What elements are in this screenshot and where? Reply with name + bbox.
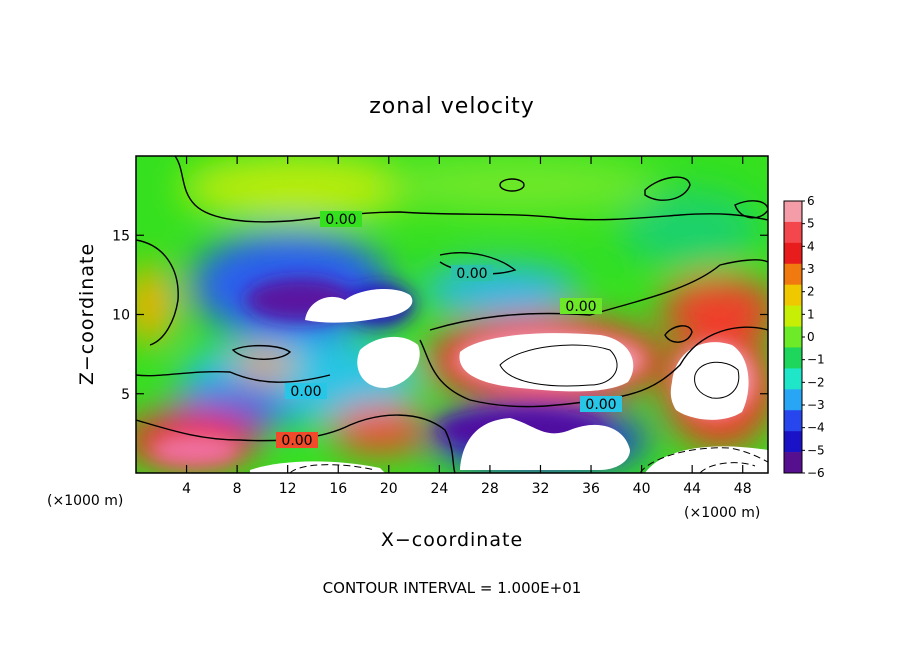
colorbar-swatch [784, 263, 802, 285]
colorbar-label: −1 [807, 353, 825, 367]
colorbar-swatch [784, 201, 802, 223]
colorbar-label: 6 [807, 194, 815, 208]
contour-labels: 0.00 0.00 0.00 0.00 0.00 0.00 [276, 211, 622, 449]
colorbar-label: −4 [807, 421, 825, 435]
colorbar-label: 3 [807, 262, 815, 276]
x-unit-left: (×1000 m) [47, 493, 123, 509]
x-tick-label: 8 [233, 481, 242, 497]
colorbar-label: −3 [807, 398, 825, 412]
colorbar-swatch [784, 242, 802, 265]
x-unit-right: (×1000 m) [684, 505, 760, 521]
x-tick-label: 4 [182, 481, 191, 497]
colorbar-label: 4 [807, 239, 815, 253]
y-tick-label: 15 [112, 228, 130, 244]
contour-zero-upper [174, 156, 768, 223]
contour-label: 0.00 [585, 397, 616, 413]
colorbar-label: −6 [807, 466, 825, 480]
colorbar-label: 5 [807, 217, 815, 231]
contour-label: 0.00 [565, 299, 596, 315]
colorbar-label: −5 [807, 443, 825, 457]
contour-label-bg [580, 396, 622, 412]
contour-label-bg [320, 211, 362, 227]
contour-lines [136, 156, 768, 473]
x-tick-label: 12 [279, 481, 297, 497]
contour-label-bg [285, 383, 327, 399]
y-tick-label: 10 [112, 308, 130, 324]
colorbar: 6 5 4 3 2 1 0 −1 −2 −3 −4 −5 −6 [783, 194, 825, 480]
x-tick-label: 24 [430, 481, 448, 497]
contour-label: 0.00 [281, 433, 312, 449]
colorbar-swatch [784, 452, 802, 474]
x-tick-label: 16 [329, 481, 347, 497]
contour-ten [499, 344, 740, 399]
colorbar-swatch [784, 389, 802, 411]
colorbar-swatch [784, 284, 802, 306]
x-axis-ticks: 4 8 12 16 20 24 28 32 36 40 44 48 [182, 156, 752, 497]
x-tick-label: 40 [633, 481, 651, 497]
colorbar-swatch [784, 431, 802, 453]
contour-label: 0.00 [325, 212, 356, 228]
colorbar-label: 2 [807, 285, 815, 299]
x-tick-label: 20 [380, 481, 398, 497]
x-tick-label: 32 [532, 481, 550, 497]
colorbar-swatch [784, 410, 802, 432]
x-axis-label: X−coordinate [381, 529, 523, 551]
colorbar-swatch [784, 347, 802, 369]
contour-label-bg [560, 298, 602, 314]
x-tick-label: 36 [582, 481, 600, 497]
y-axis-label: Z−coordinate [76, 243, 98, 385]
contour-negative [289, 447, 768, 473]
contour-label-bg [451, 265, 493, 281]
contour-small-loops [231, 176, 768, 360]
contour-label: 0.00 [290, 384, 321, 400]
contour-label-bg [276, 432, 318, 448]
x-tick-label: 48 [734, 481, 752, 497]
colorbar-swatch [784, 305, 802, 327]
colorbar-swatch [784, 368, 802, 390]
y-axis-ticks: 5 10 15 [112, 228, 768, 403]
colorbar-label: −2 [807, 375, 825, 389]
x-tick-label: 28 [481, 481, 499, 497]
colorbar-label: 0 [807, 330, 815, 344]
plot-field: 0.00 0.00 0.00 0.00 0.00 0.00 [136, 156, 768, 473]
contour-interval-note: CONTOUR INTERVAL = 1.000E+01 [323, 579, 582, 597]
chart-title: zonal velocity [369, 94, 535, 119]
x-tick-label: 44 [683, 481, 701, 497]
contour-label: 0.00 [456, 266, 487, 282]
y-tick-label: 5 [121, 387, 130, 403]
colorbar-label: 1 [807, 307, 815, 321]
colorbar-swatch [784, 221, 802, 244]
saturated-regions [250, 288, 768, 473]
colorbar-swatch [784, 326, 802, 348]
